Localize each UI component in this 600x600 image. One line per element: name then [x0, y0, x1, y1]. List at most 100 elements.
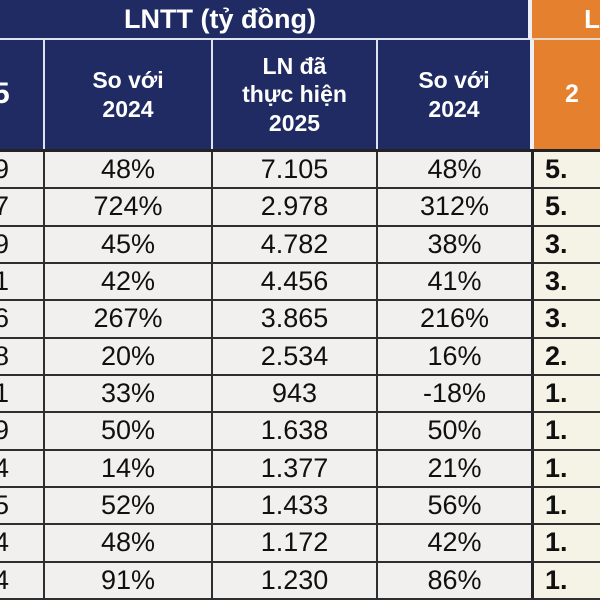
cell-plan-cut: 6: [0, 301, 45, 337]
cell-right-cut: 3.: [534, 226, 600, 262]
column-header-plan-cut: 5: [0, 40, 45, 149]
cell-ln-2025: 1.433: [213, 487, 378, 524]
cell-ln-2025: 1.230: [213, 562, 378, 598]
cell-right-cut: 3.: [534, 263, 600, 300]
column-header-right-fragment: 2: [565, 80, 579, 109]
cell-plan-cut: 9: [0, 226, 45, 262]
cell-vs-2024-a: 20%: [45, 338, 213, 374]
cell-right-cut: 1.: [534, 562, 600, 598]
cell-right-cut: 2.: [534, 338, 600, 374]
cell-plan-cut: 4: [0, 450, 45, 486]
cell-right-cut: 5.: [534, 152, 600, 188]
cell-vs-2024-a: 33%: [45, 375, 213, 412]
cell-plan-cut-digit: 4: [0, 565, 9, 596]
cell-plan-cut: 4: [0, 525, 45, 561]
column-header-row: 5 So với 2024 LN đã thực hiện 2025 So vớ…: [0, 40, 600, 152]
cell-vs-2024-b: 50%: [378, 413, 534, 449]
cell-ln-2025: 943: [213, 375, 378, 412]
cell-plan-cut-digit: 5: [0, 490, 9, 521]
cell-plan-cut: 1: [0, 263, 45, 300]
cell-right-cut: 3.: [534, 301, 600, 337]
cell-plan-cut: 5: [0, 487, 45, 524]
group-header-band: LNTT (tỷ đồng) L: [0, 0, 600, 40]
cell-vs-2024-b: 41%: [378, 263, 534, 300]
cell-right-cut: 1.: [534, 413, 600, 449]
cell-plan-cut-digit: 9: [0, 154, 9, 185]
cell-right-cut: 5.: [534, 189, 600, 225]
cell-ln-2025: 4.782: [213, 226, 378, 262]
cell-ln-2025: 1.638: [213, 413, 378, 449]
cell-right-cut: 1.: [534, 375, 600, 412]
cell-plan-cut-digit: 1: [0, 378, 9, 409]
cell-plan-cut: 7: [0, 189, 45, 225]
column-header-plan-fragment: 5: [0, 76, 10, 113]
cell-plan-cut: 9: [0, 152, 45, 188]
cell-vs-2024-b: 48%: [378, 152, 534, 188]
cell-plan-cut-digit: 8: [0, 341, 9, 372]
cell-ln-2025: 1.377: [213, 450, 378, 486]
column-header-vs-2024-b: So với 2024: [378, 40, 534, 149]
cell-vs-2024-b: 38%: [378, 226, 534, 262]
cell-right-cut: 1.: [534, 450, 600, 486]
cell-vs-2024-a: 267%: [45, 301, 213, 337]
cell-plan-cut-digit: 9: [0, 415, 9, 446]
cell-vs-2024-b: 216%: [378, 301, 534, 337]
cell-right-cut: 1.: [534, 525, 600, 561]
column-header-vs-2024-a: So với 2024: [45, 40, 213, 149]
cell-vs-2024-b: 312%: [378, 189, 534, 225]
column-header-vs-2024-b-label: So với 2024: [418, 67, 490, 122]
cell-vs-2024-a: 48%: [45, 152, 213, 188]
column-header-ln-2025-label: LN đã thực hiện 2025: [242, 53, 347, 136]
cell-plan-cut-digit: 7: [0, 191, 9, 222]
cell-plan-cut: 1: [0, 375, 45, 412]
cell-plan-cut: 8: [0, 338, 45, 374]
cell-ln-2025: 7.105: [213, 152, 378, 188]
cell-vs-2024-a: 14%: [45, 450, 213, 486]
column-header-right-cut: 2: [534, 40, 600, 149]
cell-plan-cut-digit: 6: [0, 303, 9, 334]
cell-ln-2025: 3.865: [213, 301, 378, 337]
cell-plan-cut-digit: 4: [0, 453, 9, 484]
table-row: 1 33%943-18%1.: [0, 375, 600, 414]
cell-ln-2025: 2.534: [213, 338, 378, 374]
group-header-lntt: LNTT (tỷ đồng): [0, 0, 533, 40]
cell-vs-2024-a: 724%: [45, 189, 213, 225]
cell-vs-2024-a: 91%: [45, 562, 213, 598]
cell-plan-cut-digit: 4: [0, 527, 9, 558]
cell-ln-2025: 4.456: [213, 263, 378, 300]
cell-vs-2024-b: 16%: [378, 338, 534, 374]
cell-vs-2024-a: 45%: [45, 226, 213, 262]
cell-vs-2024-b: 56%: [378, 487, 534, 524]
cell-ln-2025: 2.978: [213, 189, 378, 225]
cell-vs-2024-b: 21%: [378, 450, 534, 486]
cell-vs-2024-a: 42%: [45, 263, 213, 300]
cell-vs-2024-a: 52%: [45, 487, 213, 524]
cell-right-cut: 1.: [534, 487, 600, 524]
cell-vs-2024-b: 42%: [378, 525, 534, 561]
cell-plan-cut-digit: 9: [0, 229, 9, 260]
column-header-vs-2024-a-label: So với 2024: [92, 67, 164, 122]
cell-ln-2025: 1.172: [213, 525, 378, 561]
cell-plan-cut: 9: [0, 413, 45, 449]
cell-vs-2024-b: -18%: [378, 375, 534, 412]
column-header-ln-2025: LN đã thực hiện 2025: [213, 40, 378, 149]
group-header-right-cut: L: [532, 0, 600, 40]
cell-vs-2024-a: 50%: [45, 413, 213, 449]
table-body: 948%7.10548%5.7724%2.978312%5.945%4.7823…: [0, 152, 600, 600]
cell-plan-cut-digit: 1: [0, 266, 9, 297]
cell-vs-2024-b: 86%: [378, 562, 534, 598]
cell-plan-cut: 4: [0, 562, 45, 598]
group-header-right-fragment: L: [584, 3, 600, 34]
group-header-lntt-label: LNTT (tỷ đồng): [124, 3, 316, 34]
